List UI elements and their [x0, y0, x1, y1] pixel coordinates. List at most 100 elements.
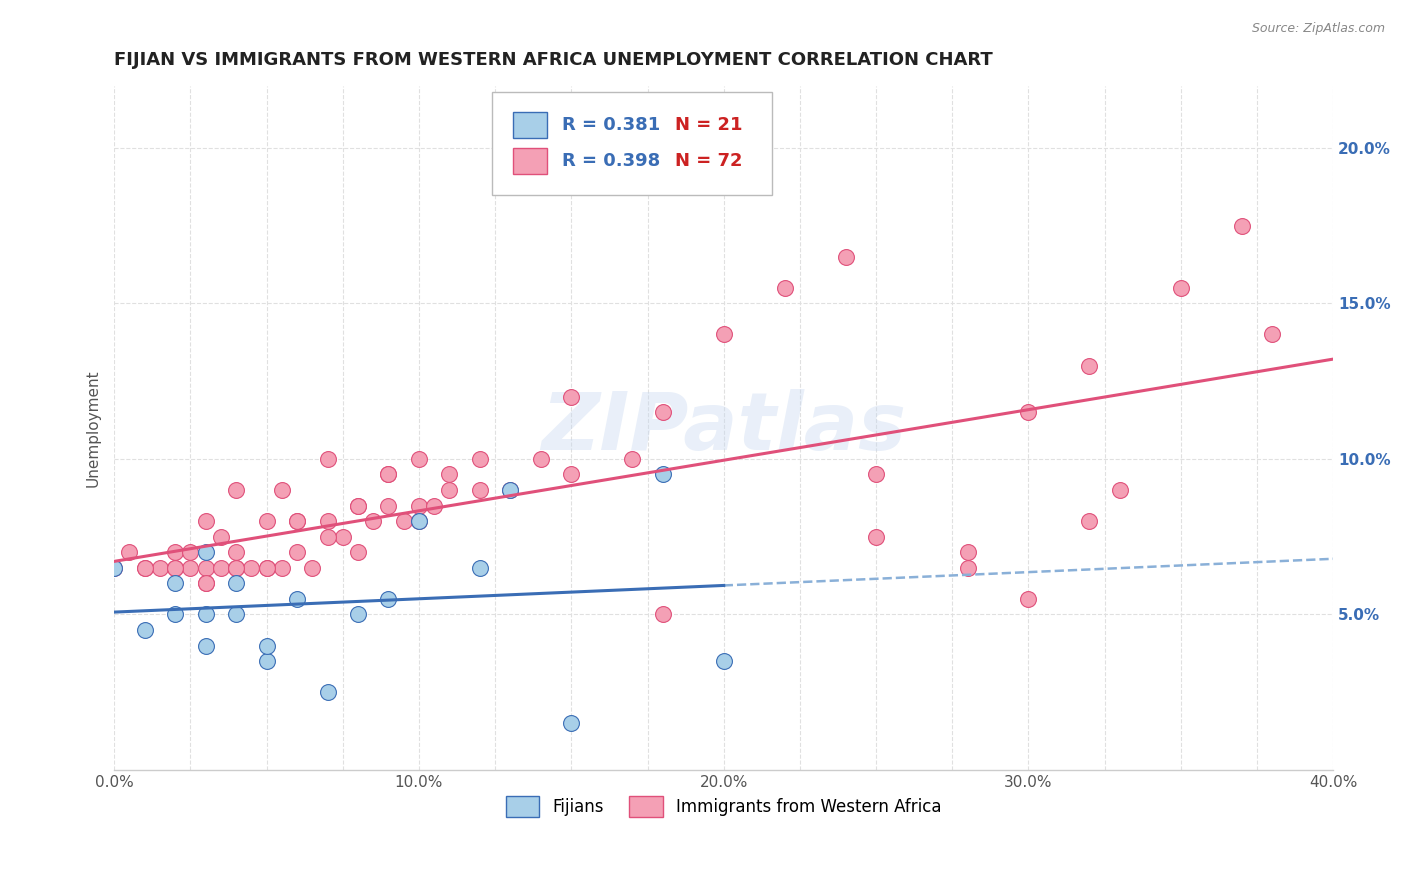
Point: [194, 576, 217, 591]
Legend: Fijians, Immigrants from Western Africa: Fijians, Immigrants from Western Africa: [499, 789, 948, 823]
Point: [285, 514, 308, 528]
Point: [240, 561, 263, 575]
Point: [165, 576, 187, 591]
Point: [316, 530, 339, 544]
Point: [225, 576, 247, 591]
FancyBboxPatch shape: [513, 112, 547, 137]
FancyBboxPatch shape: [513, 148, 547, 174]
Point: [530, 451, 553, 466]
Point: [1078, 514, 1101, 528]
Point: [194, 514, 217, 528]
Point: [1170, 281, 1192, 295]
Point: [225, 561, 247, 575]
Point: [439, 483, 461, 497]
Text: FIJIAN VS IMMIGRANTS FROM WESTERN AFRICA UNEMPLOYMENT CORRELATION CHART: FIJIAN VS IMMIGRANTS FROM WESTERN AFRICA…: [114, 51, 993, 69]
Point: [834, 250, 856, 264]
Point: [316, 514, 339, 528]
Point: [377, 499, 399, 513]
Point: [1078, 359, 1101, 373]
Point: [209, 561, 232, 575]
Point: [956, 561, 979, 575]
Point: [256, 654, 278, 668]
Point: [347, 607, 370, 622]
Point: [499, 483, 522, 497]
Point: [773, 281, 796, 295]
Point: [1018, 591, 1040, 606]
Point: [285, 591, 308, 606]
Point: [225, 561, 247, 575]
Point: [225, 545, 247, 559]
Point: [713, 327, 735, 342]
Point: [103, 561, 125, 575]
Point: [134, 561, 156, 575]
Point: [1261, 327, 1284, 342]
Point: [377, 467, 399, 482]
Point: [134, 561, 156, 575]
Point: [347, 499, 370, 513]
Point: [165, 545, 187, 559]
Point: [468, 451, 491, 466]
Point: [285, 514, 308, 528]
Text: N = 72: N = 72: [675, 152, 742, 169]
Point: [408, 499, 430, 513]
Text: N = 21: N = 21: [675, 116, 742, 134]
Point: [865, 467, 887, 482]
Point: [256, 561, 278, 575]
Point: [361, 514, 384, 528]
Point: [149, 561, 172, 575]
Point: [865, 530, 887, 544]
Point: [651, 607, 673, 622]
Point: [256, 514, 278, 528]
Point: [316, 685, 339, 699]
Point: [225, 607, 247, 622]
Point: [194, 607, 217, 622]
Point: [408, 514, 430, 528]
Point: [256, 561, 278, 575]
Point: [468, 561, 491, 575]
Point: [270, 483, 292, 497]
Point: [392, 514, 415, 528]
Point: [194, 545, 217, 559]
Point: [134, 623, 156, 637]
Point: [316, 451, 339, 466]
Point: [179, 545, 201, 559]
Text: Source: ZipAtlas.com: Source: ZipAtlas.com: [1251, 22, 1385, 36]
Point: [377, 467, 399, 482]
Point: [560, 467, 582, 482]
Text: R = 0.381: R = 0.381: [561, 116, 659, 134]
Point: [651, 467, 673, 482]
Point: [165, 607, 187, 622]
Text: R = 0.398: R = 0.398: [561, 152, 659, 169]
Point: [377, 591, 399, 606]
Point: [713, 654, 735, 668]
Point: [103, 561, 125, 575]
Point: [347, 545, 370, 559]
Point: [408, 451, 430, 466]
Point: [118, 545, 141, 559]
Point: [1230, 219, 1253, 233]
Point: [194, 561, 217, 575]
Point: [347, 499, 370, 513]
Y-axis label: Unemployment: Unemployment: [86, 369, 100, 486]
Point: [439, 467, 461, 482]
Point: [256, 639, 278, 653]
Point: [285, 545, 308, 559]
Point: [332, 530, 354, 544]
FancyBboxPatch shape: [492, 93, 772, 195]
Point: [408, 514, 430, 528]
Point: [621, 451, 644, 466]
Point: [468, 483, 491, 497]
Point: [165, 561, 187, 575]
Point: [423, 499, 446, 513]
Point: [194, 639, 217, 653]
Point: [560, 390, 582, 404]
Point: [225, 483, 247, 497]
Point: [209, 530, 232, 544]
Point: [1109, 483, 1132, 497]
Point: [560, 716, 582, 731]
Point: [499, 483, 522, 497]
Point: [301, 561, 323, 575]
Point: [1018, 405, 1040, 419]
Text: ZIPatlas: ZIPatlas: [541, 389, 907, 467]
Point: [956, 545, 979, 559]
